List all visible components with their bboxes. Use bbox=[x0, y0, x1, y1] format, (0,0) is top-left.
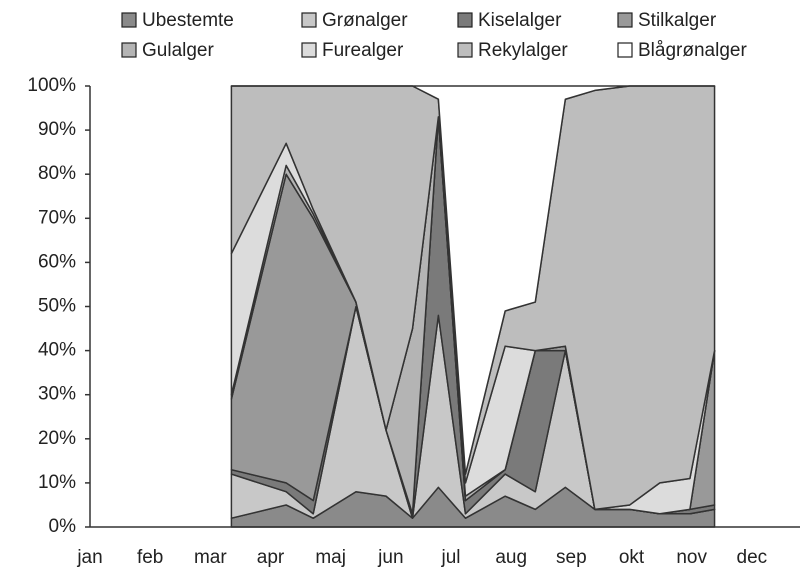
legend-swatch bbox=[457, 12, 473, 28]
x-tick-label: jul bbox=[441, 547, 461, 568]
x-tick-label: nov bbox=[676, 547, 707, 568]
y-tick-label: 90% bbox=[38, 119, 76, 140]
legend-label: Gulalger bbox=[142, 40, 214, 61]
legend-swatch bbox=[301, 42, 317, 58]
y-tick-label: 80% bbox=[38, 163, 76, 184]
legend-label: Rekylalger bbox=[478, 40, 568, 61]
legend-swatch bbox=[121, 12, 137, 28]
x-tick-label: jun bbox=[377, 547, 403, 568]
area bbox=[230, 85, 716, 475]
x-tick-label: mar bbox=[194, 547, 227, 568]
x-tick-label: okt bbox=[619, 547, 645, 568]
legend-label: Furealger bbox=[322, 40, 404, 61]
y-tick-label: 20% bbox=[38, 428, 76, 449]
x-tick-label: aug bbox=[495, 547, 527, 568]
legend-swatch bbox=[457, 42, 473, 58]
y-tick-label: 70% bbox=[38, 207, 76, 228]
x-tick-label: apr bbox=[257, 547, 285, 568]
y-tick-label: 0% bbox=[49, 516, 77, 537]
x-tick-label: dec bbox=[737, 547, 768, 568]
y-tick-label: 30% bbox=[38, 384, 76, 405]
legend-label: Grønalger bbox=[322, 10, 408, 31]
y-tick-label: 100% bbox=[27, 75, 76, 96]
legend-label: Stilkalger bbox=[638, 10, 717, 31]
y-tick-label: 40% bbox=[38, 340, 76, 361]
x-tick-label: jan bbox=[76, 547, 102, 568]
x-tick-label: sep bbox=[556, 547, 587, 568]
y-tick-label: 50% bbox=[38, 296, 76, 317]
x-tick-label: feb bbox=[137, 547, 163, 568]
legend-swatch bbox=[121, 42, 137, 58]
legend-label: Blågrønalger bbox=[638, 40, 747, 61]
legend-label: Kiselalger bbox=[478, 10, 562, 31]
y-tick-label: 10% bbox=[38, 472, 76, 493]
y-tick-label: 60% bbox=[38, 251, 76, 272]
legend-label: Ubestemte bbox=[142, 10, 234, 31]
legend-swatch bbox=[617, 42, 633, 58]
x-tick-label: maj bbox=[315, 547, 346, 568]
legend-swatch bbox=[617, 12, 633, 28]
legend-swatch bbox=[301, 12, 317, 28]
